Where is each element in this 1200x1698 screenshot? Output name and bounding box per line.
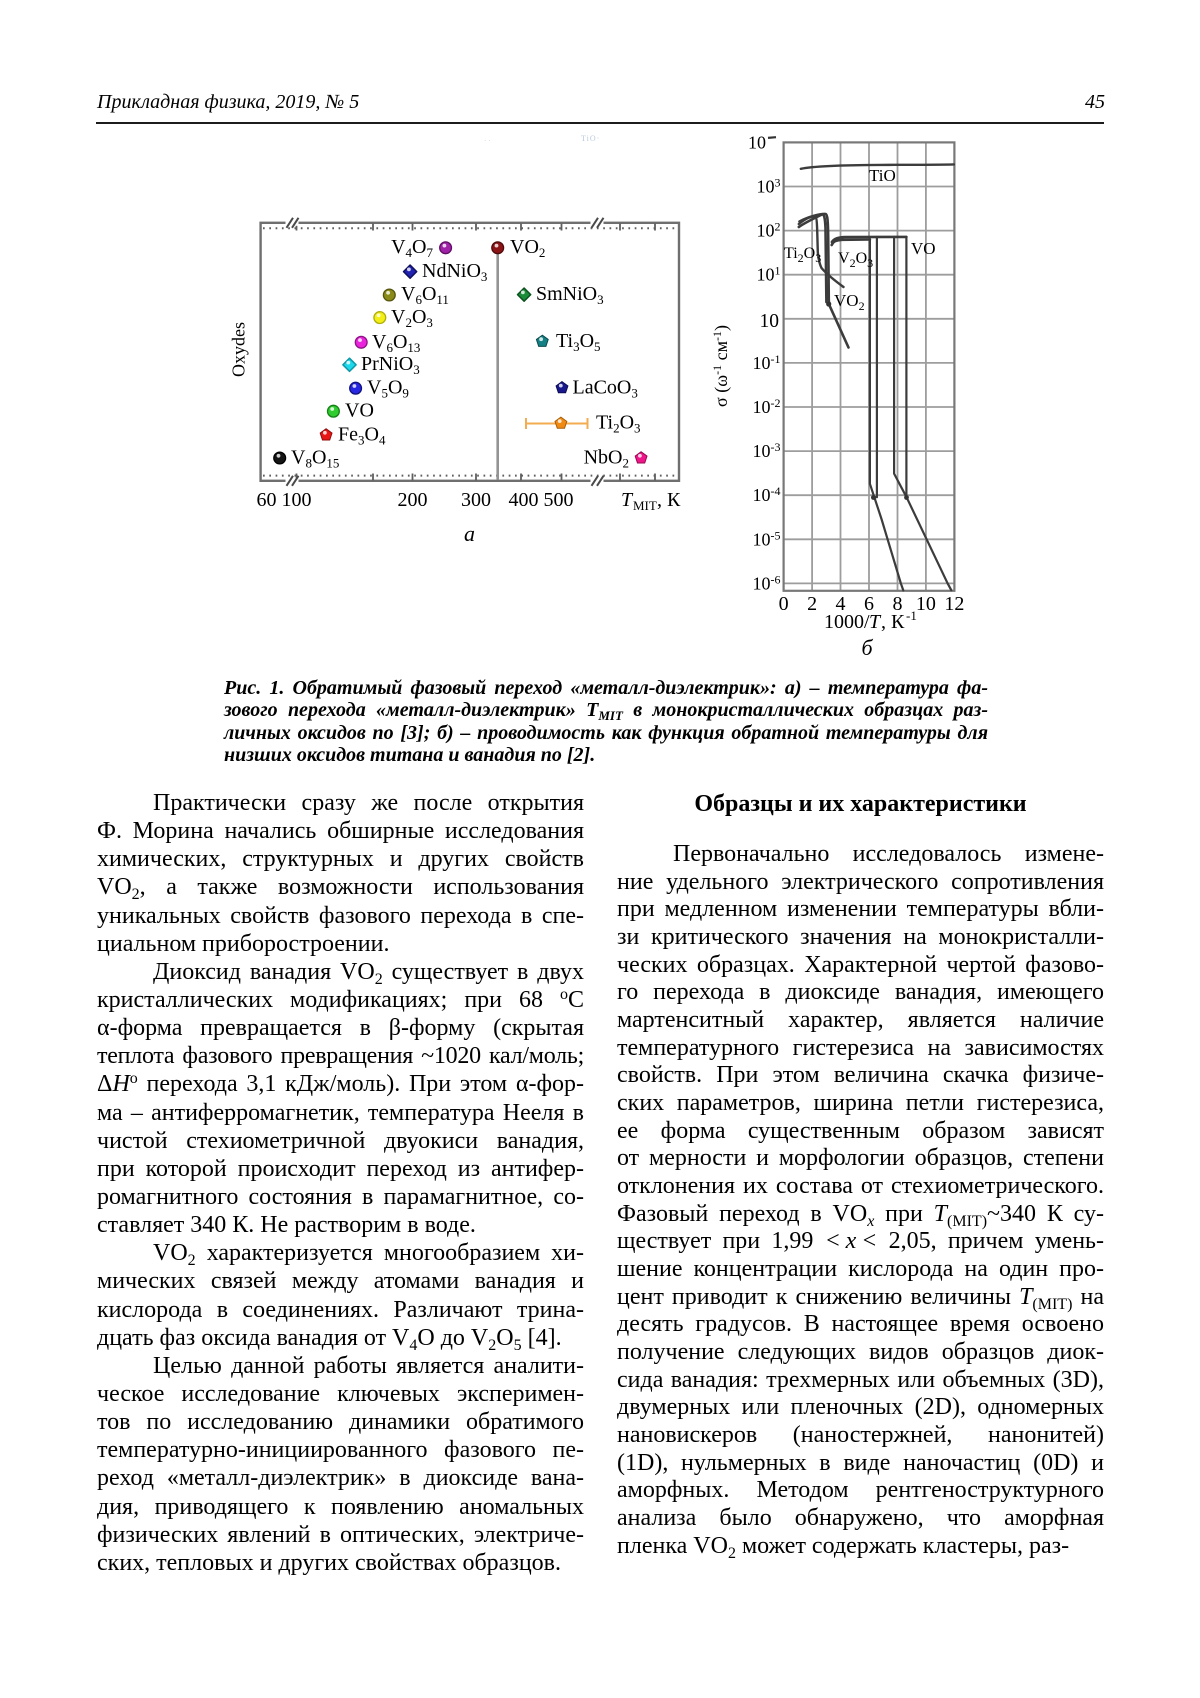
svg-text:, К: , К <box>881 611 905 633</box>
svg-text:60 100: 60 100 <box>257 489 312 511</box>
svg-text:VO: VO <box>345 400 374 422</box>
svg-text:σ (ω-1 см-1): σ (ω-1 см-1) <box>710 325 732 407</box>
svg-text:-1: -1 <box>906 608 917 623</box>
svg-text:10-1: 10-1 <box>753 352 781 373</box>
svg-text:VO2: VO2 <box>510 236 545 260</box>
svg-text:V6O11: V6O11 <box>401 283 449 307</box>
svg-text:МIТ: МIТ <box>633 498 657 513</box>
svg-text:V2O3: V2O3 <box>838 250 873 270</box>
svg-text:103: 103 <box>757 176 781 197</box>
svg-text:1000/: 1000/ <box>824 611 870 633</box>
svg-text:V8O15: V8O15 <box>291 447 339 471</box>
svg-text:Fe3O4: Fe3O4 <box>338 424 386 448</box>
svg-text:4: 4 <box>836 593 846 615</box>
svg-text:102: 102 <box>757 220 781 241</box>
svg-text:200: 200 <box>398 489 428 511</box>
svg-text:а: а <box>464 521 475 546</box>
svg-text:V4O7: V4O7 <box>391 236 433 260</box>
svg-text:6: 6 <box>864 593 874 615</box>
svg-text:Oxydes: Oxydes <box>229 322 249 377</box>
svg-text:0: 0 <box>779 593 789 615</box>
svg-text:10-6: 10-6 <box>753 572 781 593</box>
svg-text:10: 10 <box>748 132 766 152</box>
svg-text:12: 12 <box>944 593 964 615</box>
svg-text:SmNiO3: SmNiO3 <box>536 283 604 307</box>
svg-text:V2O3: V2O3 <box>391 306 433 330</box>
svg-text:10: 10 <box>760 311 780 332</box>
svg-text:8: 8 <box>893 593 903 615</box>
svg-text:2: 2 <box>807 593 817 615</box>
svg-text:10-5: 10-5 <box>753 528 781 549</box>
svg-text:T: T <box>621 489 634 511</box>
svg-text:VO2: VO2 <box>834 291 865 313</box>
svg-text:Ti2O3: Ti2O3 <box>784 245 821 265</box>
svg-text:, К: , К <box>657 489 681 511</box>
svg-text:10-3: 10-3 <box>753 440 781 461</box>
svg-text:LaCoO3: LaCoO3 <box>573 377 638 401</box>
svg-text:101: 101 <box>757 264 781 285</box>
svg-text:NdNiO3: NdNiO3 <box>422 260 487 284</box>
svg-text:VO: VO <box>911 239 936 258</box>
svg-text:NbO2: NbO2 <box>584 447 629 471</box>
svg-text:PrNiO3: PrNiO3 <box>361 353 420 377</box>
svg-text:V6O13: V6O13 <box>372 331 420 355</box>
svg-text:T: T <box>869 611 882 633</box>
svg-text:Ti2O3: Ti2O3 <box>596 412 641 436</box>
svg-text:10-2: 10-2 <box>753 396 781 417</box>
svg-text:400 500: 400 500 <box>509 489 574 511</box>
svg-text:10-4: 10-4 <box>753 484 781 505</box>
svg-text:б: б <box>861 635 873 660</box>
svg-text:V5O9: V5O9 <box>367 377 409 401</box>
svg-text:TiO: TiO <box>869 166 896 185</box>
svg-text:10: 10 <box>916 593 936 615</box>
svg-text:Ti3O5: Ti3O5 <box>556 330 601 354</box>
svg-text:300: 300 <box>461 489 491 511</box>
